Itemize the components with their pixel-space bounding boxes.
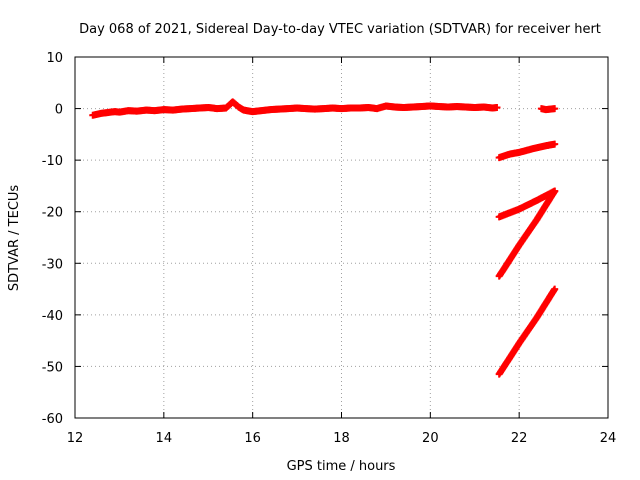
x-tick-label: 22 xyxy=(511,431,528,446)
y-tick-label: 0 xyxy=(55,103,63,118)
series-late-0 xyxy=(537,105,559,114)
plot-area xyxy=(89,98,559,378)
y-axis-label: SDTVAR / TECUs xyxy=(7,185,22,292)
data-point xyxy=(493,104,501,112)
y-axis: 10 0 -10 -20 -30 -40 -50 -60 xyxy=(42,51,608,427)
data-point xyxy=(551,105,559,113)
x-axis-label: GPS time / hours xyxy=(287,459,396,474)
x-tick-label: 18 xyxy=(333,431,350,446)
x-tick-label: 12 xyxy=(67,431,84,446)
data-point xyxy=(551,187,559,195)
chart-title: Day 068 of 2021, Sidereal Day-to-day VTE… xyxy=(79,22,601,37)
y-tick-label: -30 xyxy=(42,257,63,272)
x-tick-label: 16 xyxy=(244,431,261,446)
y-tick-label: -10 xyxy=(42,154,63,169)
y-tick-label: -40 xyxy=(42,309,63,324)
series-late-4 xyxy=(495,285,559,378)
series-late-3 xyxy=(495,187,559,280)
y-tick-label: 10 xyxy=(46,51,63,66)
x-tick-label: 20 xyxy=(422,431,439,446)
series-main xyxy=(89,98,501,119)
y-tick-label: -50 xyxy=(42,360,63,375)
y-tick-label: -20 xyxy=(42,206,63,221)
data-point xyxy=(551,140,559,148)
x-tick-label: 14 xyxy=(156,431,173,446)
series-late-1 xyxy=(495,140,559,162)
data-point xyxy=(551,285,559,293)
y-tick-label: -60 xyxy=(42,412,63,427)
x-tick-label: 24 xyxy=(600,431,617,446)
x-axis: 12 14 16 18 20 22 24 xyxy=(67,57,617,446)
